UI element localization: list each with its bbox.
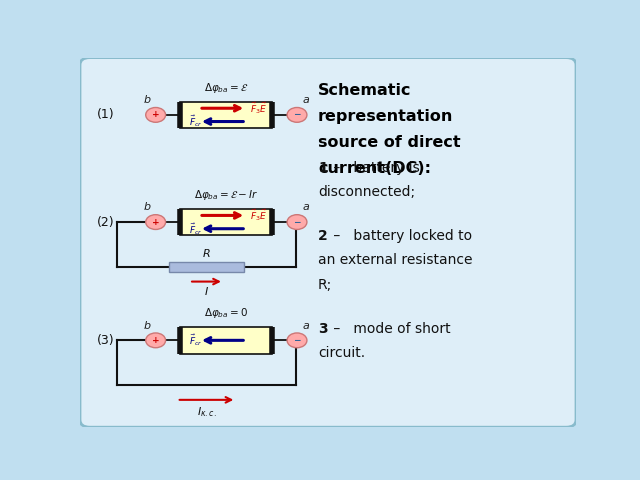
Text: b: b — [143, 321, 150, 331]
Text: $I_{\kappa.c.}$: $I_{\kappa.c.}$ — [196, 406, 216, 419]
Text: 3: 3 — [318, 322, 328, 336]
FancyBboxPatch shape — [180, 102, 272, 128]
Text: +: + — [152, 110, 159, 120]
Text: +: + — [152, 336, 159, 345]
Text: $\vec{F}_{cr}$: $\vec{F}_{cr}$ — [189, 221, 202, 237]
Text: Schematic: Schematic — [318, 84, 412, 98]
Text: –   mode of short: – mode of short — [329, 322, 451, 336]
Text: disconnected;: disconnected; — [318, 185, 415, 199]
Text: $\Delta\varphi_{ba}=\mathcal{E}$: $\Delta\varphi_{ba}=\mathcal{E}$ — [204, 81, 248, 95]
Text: a: a — [303, 203, 309, 213]
Text: −: − — [293, 336, 301, 345]
Circle shape — [146, 108, 166, 122]
Text: $\vec{F}_{cr}$: $\vec{F}_{cr}$ — [189, 114, 202, 130]
FancyBboxPatch shape — [169, 262, 244, 272]
Text: −: − — [293, 217, 301, 227]
Text: $\Delta\varphi_{ba}=0$: $\Delta\varphi_{ba}=0$ — [204, 306, 248, 320]
Circle shape — [146, 215, 166, 229]
Text: R;: R; — [318, 277, 332, 291]
FancyBboxPatch shape — [180, 209, 272, 235]
Text: source of direct: source of direct — [318, 135, 461, 150]
Text: R: R — [203, 249, 211, 259]
Text: $\Delta\varphi_{ba}=\mathcal{E}-Ir$: $\Delta\varphi_{ba}=\mathcal{E}-Ir$ — [194, 188, 259, 202]
Text: $\vec{F}_3\vec{E}$: $\vec{F}_3\vec{E}$ — [250, 100, 268, 116]
Text: b: b — [143, 203, 150, 213]
Text: –   battery locked to: – battery locked to — [329, 229, 472, 243]
Circle shape — [287, 215, 307, 229]
Text: 2: 2 — [318, 229, 328, 243]
Text: −: − — [293, 110, 301, 120]
Text: +: + — [152, 217, 159, 227]
Text: a: a — [303, 321, 309, 331]
Text: b: b — [143, 95, 150, 105]
Circle shape — [287, 108, 307, 122]
Text: $\vec{F}_{cr}$: $\vec{F}_{cr}$ — [189, 333, 202, 348]
Text: representation: representation — [318, 109, 454, 124]
Text: an external resistance: an external resistance — [318, 253, 472, 267]
Circle shape — [146, 333, 166, 348]
Text: I: I — [205, 287, 208, 297]
Text: $\vec{F}_3\vec{E}$: $\vec{F}_3\vec{E}$ — [250, 207, 268, 223]
Text: (3): (3) — [97, 334, 115, 347]
FancyBboxPatch shape — [80, 58, 576, 427]
Circle shape — [287, 333, 307, 348]
Text: –   battery is: – battery is — [329, 161, 420, 175]
Text: current(DC):: current(DC): — [318, 161, 431, 176]
Text: circuit.: circuit. — [318, 346, 365, 360]
Text: (1): (1) — [97, 108, 115, 121]
FancyBboxPatch shape — [180, 327, 272, 354]
Text: 1: 1 — [318, 161, 328, 175]
Text: a: a — [303, 95, 309, 105]
Text: (2): (2) — [97, 216, 115, 228]
